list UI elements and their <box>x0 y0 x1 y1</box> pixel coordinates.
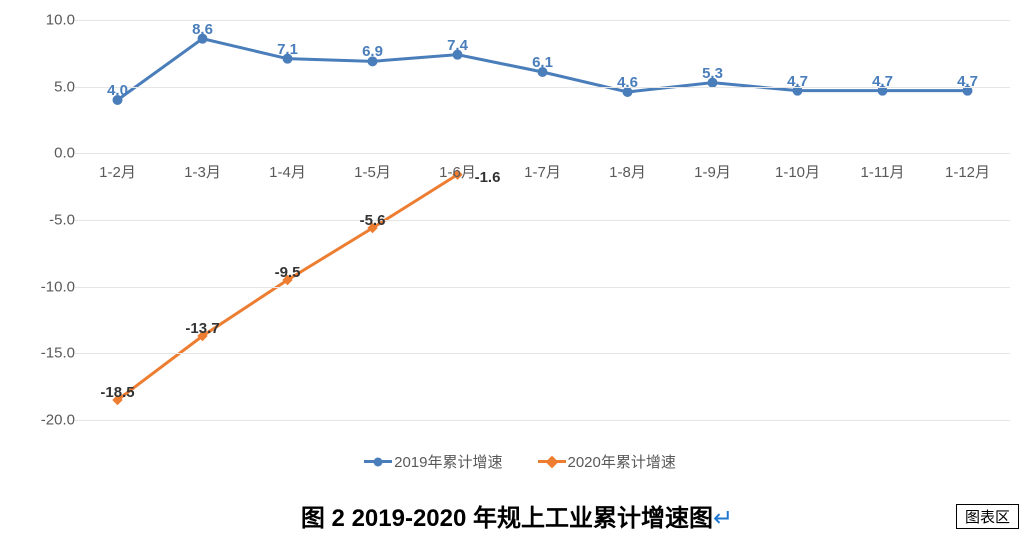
caption-row: 图 2 2019-2020 年规上工业累计增速图↵ <box>0 498 1034 538</box>
gridline <box>75 420 1010 421</box>
return-glyph: ↵ <box>713 505 733 532</box>
gridline <box>75 220 1010 221</box>
data-label: 5.3 <box>702 65 723 82</box>
data-label: 6.9 <box>362 43 383 60</box>
x-axis-label: 1-9月 <box>694 161 731 182</box>
x-axis-label: 1-6月 <box>439 161 476 182</box>
y-axis-label: -10.0 <box>25 278 75 295</box>
x-axis-label: 1-11月 <box>861 161 905 182</box>
diamond-icon <box>538 460 566 463</box>
caption-text: 图 2 2019-2020 年规上工业累计增速图 <box>301 505 713 532</box>
data-label: 6.1 <box>532 54 553 71</box>
x-axis-label: 1-3月 <box>184 161 221 182</box>
legend: 2019年累计增速 2020年累计增速 <box>20 451 1020 472</box>
data-label: 8.6 <box>192 21 213 38</box>
gridline <box>75 20 1010 21</box>
circle-icon <box>364 460 392 463</box>
y-axis-label: -15.0 <box>25 345 75 362</box>
legend-item: 2019年累计增速 <box>364 451 502 472</box>
legend-item: 2020年累计增速 <box>538 451 676 472</box>
data-label: -5.6 <box>360 212 386 229</box>
data-label: -18.5 <box>100 384 134 401</box>
data-label: 7.1 <box>277 41 298 58</box>
data-label: 4.7 <box>787 73 808 90</box>
y-axis-label: 5.0 <box>25 78 75 95</box>
gridline <box>75 287 1010 288</box>
legend-label: 2019年累计增速 <box>394 451 502 472</box>
y-axis-label: -20.0 <box>25 412 75 429</box>
data-label: 4.0 <box>107 82 128 99</box>
data-label: -13.7 <box>185 320 219 337</box>
data-label: 7.4 <box>447 37 468 54</box>
legend-label: 2020年累计增速 <box>568 451 676 472</box>
y-axis-label: -5.0 <box>25 212 75 229</box>
chart-caption: 图 2 2019-2020 年规上工业累计增速图↵ <box>301 498 733 533</box>
y-axis-label: 0.0 <box>25 145 75 162</box>
x-axis-label: 1-2月 <box>99 161 136 182</box>
chart-area-badge[interactable]: 图表区 <box>956 504 1019 529</box>
plot-area <box>75 20 1010 420</box>
x-axis-label: 1-10月 <box>775 161 820 182</box>
data-label: 4.7 <box>872 73 893 90</box>
x-axis-label: 1-7月 <box>524 161 561 182</box>
x-axis-label: 1-8月 <box>609 161 646 182</box>
gridline <box>75 353 1010 354</box>
x-axis-label: 1-5月 <box>354 161 391 182</box>
badge-label: 图表区 <box>965 509 1010 526</box>
data-label: 4.7 <box>957 73 978 90</box>
gridline <box>75 153 1010 154</box>
gridline <box>75 87 1010 88</box>
y-axis-label: 10.0 <box>25 12 75 29</box>
data-label: 4.6 <box>617 74 638 91</box>
x-axis-label: 1-4月 <box>269 161 306 182</box>
chart-container: 2019年累计增速 2020年累计增速 -20.0 -15.0 -10.0 -5.0 0.… <box>20 10 1020 480</box>
data-label: -9.5 <box>275 264 301 281</box>
x-axis-label: 1-12月 <box>945 161 990 182</box>
data-label: -1.6 <box>475 169 501 186</box>
